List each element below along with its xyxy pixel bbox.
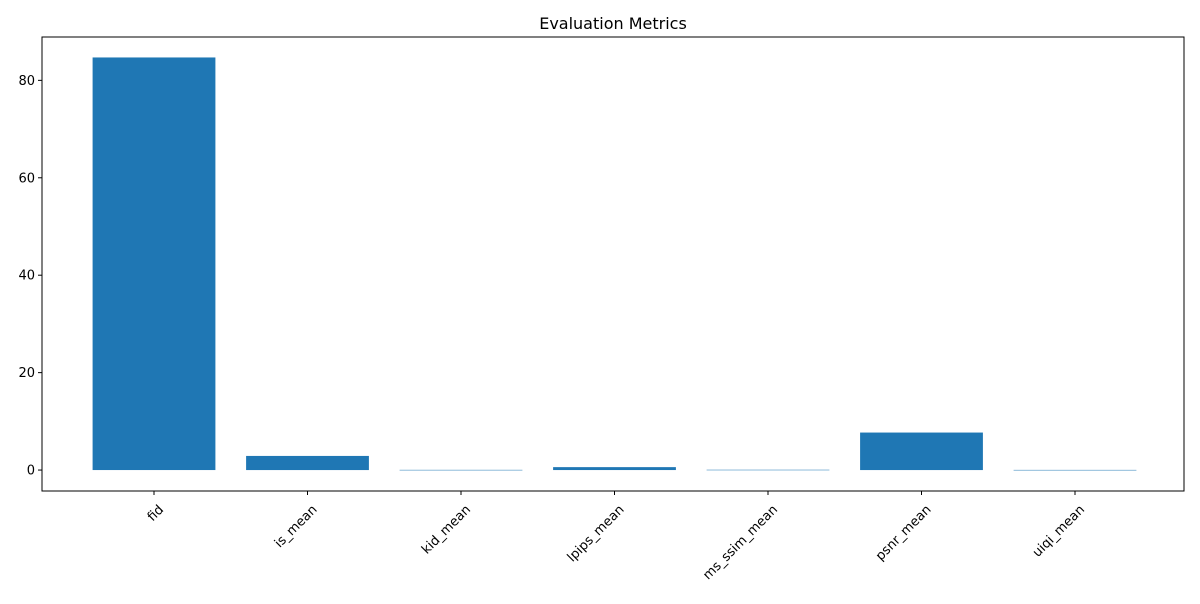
bars-group: [92, 57, 1137, 471]
plot-frame: [41, 36, 1185, 492]
y-tick-label: 80: [18, 74, 35, 89]
bar-ms-ssim-mean: [706, 469, 830, 471]
chart-title: Evaluation Metrics: [539, 14, 687, 33]
x-tick-label: ms_ssim_mean: [700, 502, 781, 583]
x-tick-label: psnr_mean: [873, 502, 935, 564]
x-tick-label: fid: [145, 502, 167, 524]
bar-kid-mean: [399, 469, 523, 471]
y-tick-label: 20: [18, 366, 35, 381]
y-axis: 0 20 40 60 80: [18, 74, 42, 479]
x-tick-label: uiqi_mean: [1030, 502, 1088, 560]
bar-psnr-mean: [860, 432, 983, 471]
y-tick-label: 60: [18, 171, 35, 186]
x-axis: fid is_mean kid_mean lpips_mean ms_ssim_mean…: [145, 491, 1088, 583]
y-tick-label: 40: [18, 269, 35, 284]
bar-is-mean: [246, 455, 369, 471]
bar-lpips-mean: [553, 467, 676, 471]
x-tick-label: is_mean: [272, 502, 321, 551]
y-tick-label: 0: [27, 464, 35, 479]
bar-fid: [92, 57, 216, 471]
bar-uiqi-mean: [1013, 469, 1137, 471]
x-tick-label: kid_mean: [419, 502, 474, 557]
x-tick-label: lpips_mean: [565, 502, 628, 565]
